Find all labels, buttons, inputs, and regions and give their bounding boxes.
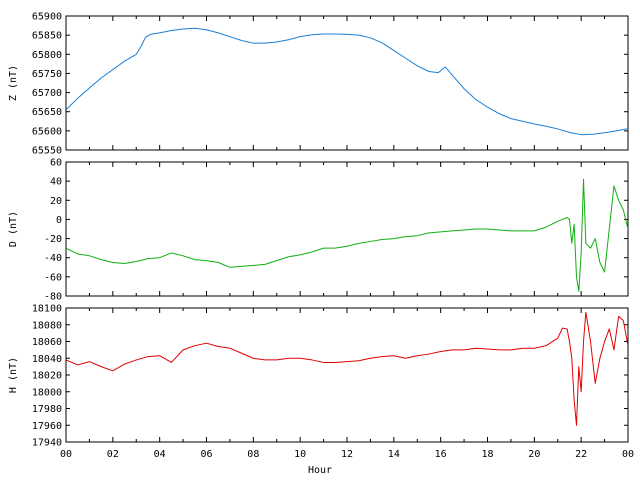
x-tick-label: 12 bbox=[341, 449, 353, 460]
y-axis-label: D (nT) bbox=[8, 211, 19, 247]
y-tick-label: 17940 bbox=[32, 438, 62, 449]
x-tick-label: 10 bbox=[294, 449, 306, 460]
y-tick-label: 60 bbox=[50, 158, 62, 169]
y-tick-label: 18060 bbox=[32, 337, 62, 348]
series-line-z bbox=[66, 27, 628, 136]
y-tick-label: 65900 bbox=[32, 12, 62, 23]
x-tick-label: 02 bbox=[107, 449, 119, 460]
y-tick-label: 17960 bbox=[32, 421, 62, 432]
series-line-d bbox=[66, 178, 628, 292]
y-tick-label: 18080 bbox=[32, 320, 62, 331]
y-tick-label: 65700 bbox=[32, 88, 62, 99]
y-axis-label: Z (nT) bbox=[8, 65, 19, 101]
series-line-h bbox=[66, 311, 628, 426]
x-tick-label: 08 bbox=[247, 449, 259, 460]
y-tick-label: 18040 bbox=[32, 354, 62, 365]
y-tick-label: 18100 bbox=[32, 304, 62, 315]
panel-h: 1794017960179801800018020180401806018080… bbox=[8, 304, 634, 461]
x-tick-label: 00 bbox=[60, 449, 72, 460]
y-tick-label: 17980 bbox=[32, 404, 62, 415]
x-tick-label: 16 bbox=[435, 449, 447, 460]
y-tick-label: 65800 bbox=[32, 50, 62, 61]
y-tick-label: 65600 bbox=[32, 126, 62, 137]
x-tick-label: 06 bbox=[200, 449, 212, 460]
x-tick-label: 20 bbox=[528, 449, 540, 460]
y-tick-label: 18020 bbox=[32, 371, 62, 382]
y-tick-label: -80 bbox=[44, 292, 62, 303]
y-tick-label: -20 bbox=[44, 234, 62, 245]
x-tick-label: 00 bbox=[622, 449, 634, 460]
y-tick-label: 0 bbox=[56, 215, 62, 226]
panel-z: 65550 65600 65650 65700 65750 65800 65850 65900… bbox=[8, 12, 629, 157]
y-tick-label: 18000 bbox=[32, 387, 62, 398]
y-tick-label: 65650 bbox=[32, 107, 62, 118]
plot-frame bbox=[65, 15, 629, 151]
y-axis-label: H (nT) bbox=[8, 357, 19, 393]
plot-frame bbox=[65, 161, 629, 297]
y-tick-label: 65750 bbox=[32, 69, 62, 80]
y-tick-label: 20 bbox=[50, 196, 62, 207]
x-tick-label: 04 bbox=[154, 449, 166, 460]
plot-frame bbox=[65, 307, 629, 443]
panel-d: -80 -60 -40 -20 0 20 40 60 D (nT) bbox=[8, 158, 629, 303]
y-tick-label: 65850 bbox=[32, 31, 62, 42]
y-tick-label: -40 bbox=[44, 253, 62, 264]
x-tick-label: 14 bbox=[388, 449, 400, 460]
x-axis-label: Hour bbox=[308, 465, 332, 476]
y-tick-label: 65550 bbox=[32, 146, 62, 157]
y-tick-label: -60 bbox=[44, 272, 62, 283]
x-tick-label: 22 bbox=[575, 449, 587, 460]
y-tick-label: 40 bbox=[50, 177, 62, 188]
x-tick-label: 18 bbox=[481, 449, 493, 460]
